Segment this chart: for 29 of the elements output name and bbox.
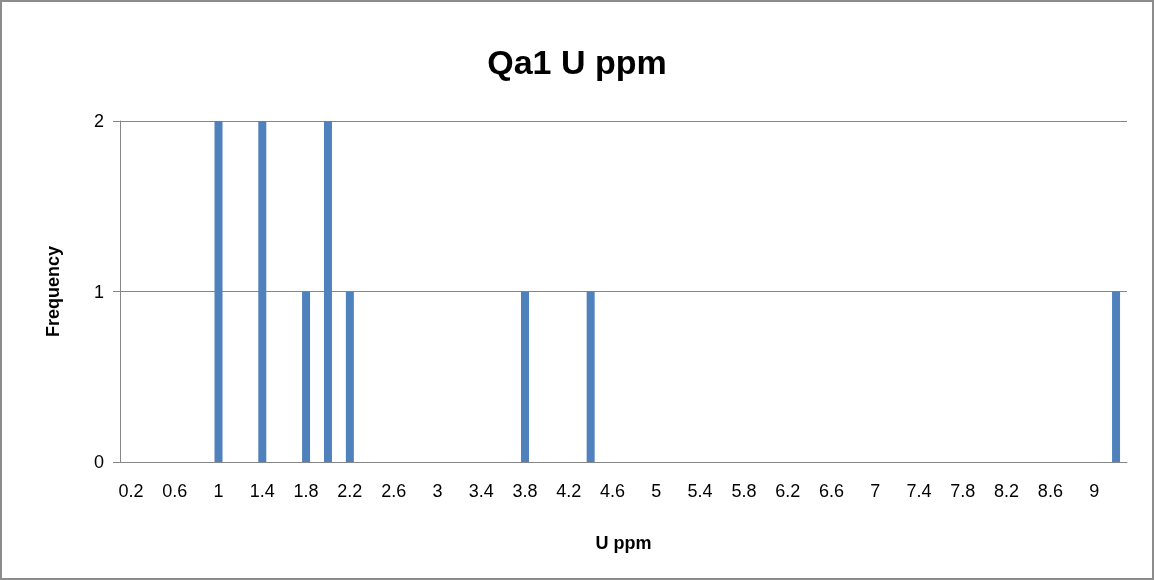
x-tick-label: 0.6 [162, 481, 188, 501]
x-tick-label: 2.6 [381, 481, 407, 501]
x-tick-label: 1.8 [293, 481, 319, 501]
x-tick-label: 2.2 [337, 481, 363, 501]
x-tick-label: 6.2 [775, 481, 801, 501]
x-tick-label: 6.6 [818, 481, 844, 501]
y-axis-title: Frequency [43, 245, 63, 338]
y-tick-label: 2 [93, 111, 104, 131]
x-tick-label: 5 [651, 481, 662, 501]
x-tick-label: 3.8 [512, 481, 538, 501]
x-tick-label: 7 [870, 481, 881, 501]
x-tick-label: 3 [432, 481, 443, 501]
y-tick-label: 1 [93, 281, 104, 302]
x-tick-label: 3.4 [468, 481, 494, 501]
x-tick-label: 4.6 [600, 481, 626, 501]
x-tick-label: 5.8 [731, 481, 757, 501]
x-tick-label: 4.2 [556, 481, 582, 501]
x-tick-label: 9 [1089, 481, 1100, 501]
x-axis-title: U ppm [595, 533, 652, 553]
x-tick-label: 7.8 [950, 481, 976, 501]
y-tick-label: 0 [93, 452, 104, 472]
x-tick-label: 8.2 [994, 481, 1020, 501]
x-tick-label: 1 [213, 481, 224, 501]
x-tick-label: 7.4 [906, 481, 932, 501]
x-tick-label: 1.4 [249, 481, 275, 501]
x-tick-label: 0.2 [118, 481, 144, 501]
x-tick-label: 8.6 [1037, 481, 1063, 501]
x-tick-label: 5.4 [687, 481, 713, 501]
chart-title: Qa1 U ppm [487, 43, 667, 81]
